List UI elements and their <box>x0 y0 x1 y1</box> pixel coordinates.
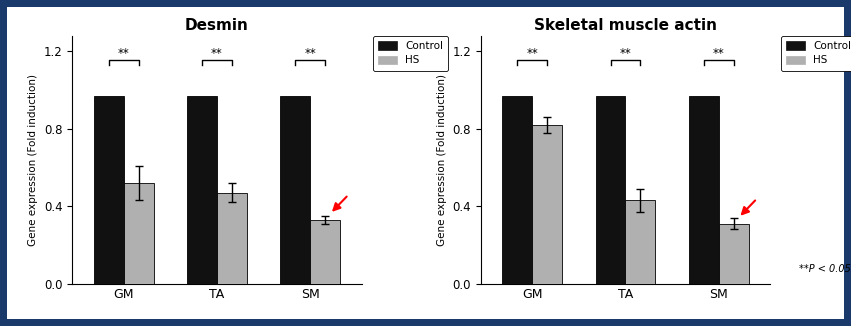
Bar <box>719 224 749 284</box>
Title: Desmin: Desmin <box>185 18 249 33</box>
Bar <box>281 96 311 284</box>
Bar <box>217 193 247 284</box>
Bar <box>187 96 217 284</box>
Text: **: ** <box>713 47 725 60</box>
Legend: Control, HS: Control, HS <box>373 36 448 71</box>
Bar <box>502 96 532 284</box>
Legend: Control, HS: Control, HS <box>781 36 851 71</box>
Bar <box>311 220 340 284</box>
Bar <box>596 96 625 284</box>
Y-axis label: Gene expression (Fold induction): Gene expression (Fold induction) <box>437 74 447 246</box>
Bar <box>625 200 655 284</box>
Text: **: ** <box>211 47 223 60</box>
Text: **: ** <box>526 47 538 60</box>
Y-axis label: Gene expression (Fold induction): Gene expression (Fold induction) <box>28 74 38 246</box>
Text: **P < 0.05: **P < 0.05 <box>799 264 851 274</box>
Title: Skeletal muscle actin: Skeletal muscle actin <box>534 18 717 33</box>
Text: **: ** <box>620 47 631 60</box>
Text: **: ** <box>117 47 129 60</box>
Bar <box>689 96 719 284</box>
Bar <box>94 96 123 284</box>
Bar <box>123 183 153 284</box>
Bar <box>532 125 562 284</box>
Text: **: ** <box>305 47 317 60</box>
